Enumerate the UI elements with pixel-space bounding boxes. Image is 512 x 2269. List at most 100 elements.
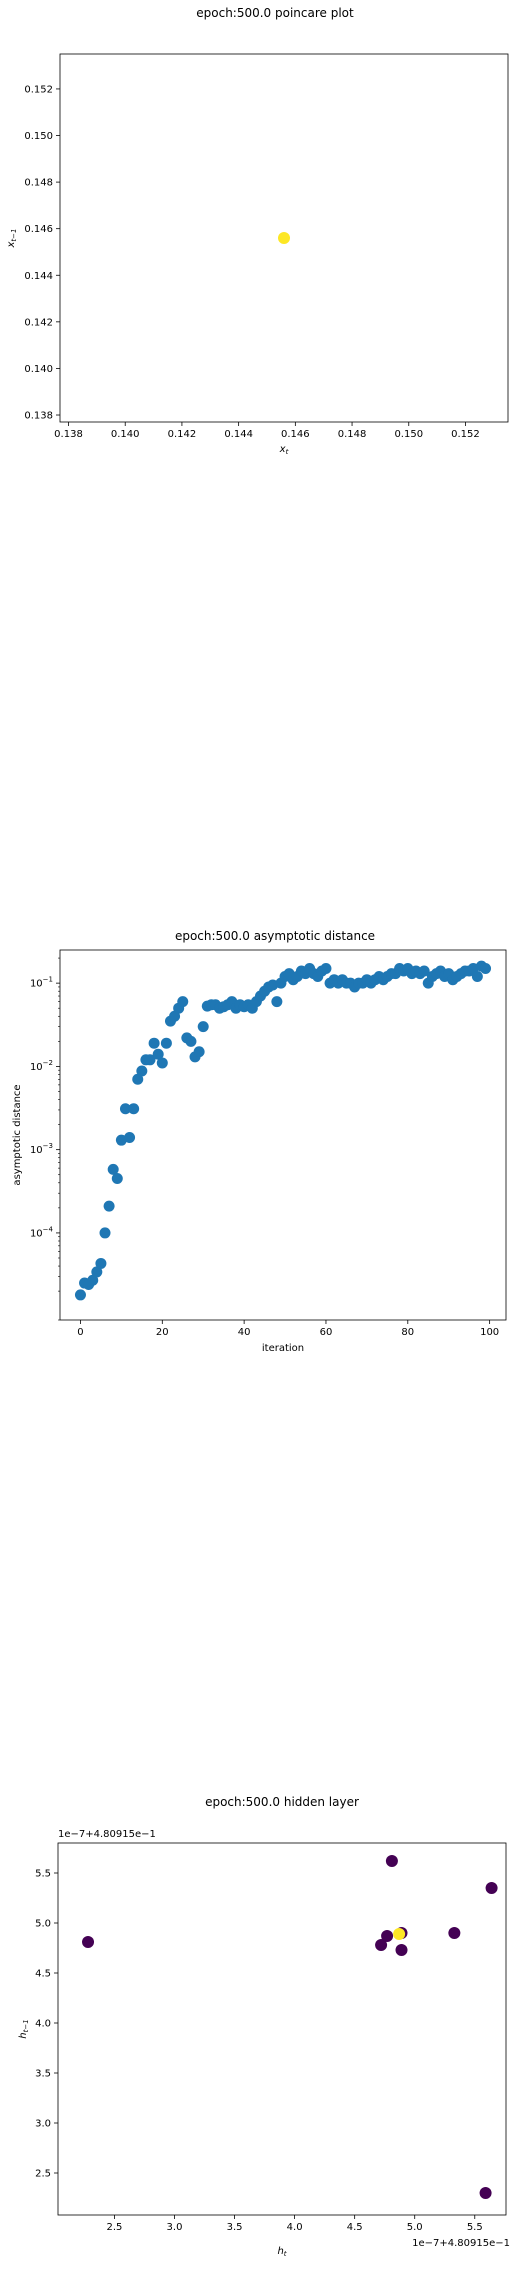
x-axis-label: iteration bbox=[262, 1343, 304, 1354]
y-tick-label: 0.142 bbox=[24, 317, 53, 328]
asymptotic-distance-chart: epoch:500.0 asymptotic distance 0 20 40 60 8… bbox=[12, 929, 507, 1354]
data-point bbox=[107, 1163, 119, 1175]
y-tick-label: 10−3 bbox=[30, 1142, 53, 1156]
x-tick-label: 60 bbox=[320, 1327, 333, 1338]
data-point bbox=[267, 979, 279, 991]
poincare-plot-chart: epoch:500.0 poincare plot 0.138 0.140 0.14… bbox=[6, 6, 509, 456]
data-point bbox=[385, 1855, 398, 1867]
x-tick-label: 4.0 bbox=[287, 2222, 303, 2233]
y-axis-label: xt−1 bbox=[6, 229, 18, 249]
x-tick-label: 5.0 bbox=[407, 2222, 423, 2233]
data-point bbox=[471, 971, 483, 983]
data-point bbox=[152, 1048, 164, 1060]
y-offset-text: 1e−7+4.80915e−1 bbox=[58, 1829, 156, 1840]
data-point bbox=[177, 996, 189, 1008]
marks-layer bbox=[74, 960, 492, 1301]
data-point bbox=[99, 1227, 111, 1239]
x-tick-label: 2.5 bbox=[106, 2222, 122, 2233]
y-tick-label: 10−2 bbox=[30, 1059, 53, 1073]
x-axis-label: ht bbox=[277, 2246, 286, 2258]
data-point bbox=[485, 1882, 498, 1894]
y-tick-label: 0.152 bbox=[24, 84, 53, 95]
chart-title: epoch:500.0 asymptotic distance bbox=[175, 929, 375, 943]
data-point bbox=[87, 1274, 99, 1286]
data-point bbox=[393, 1928, 406, 1940]
data-point bbox=[375, 1939, 388, 1951]
plot-frame bbox=[59, 53, 509, 423]
x-tick-label: 0.140 bbox=[111, 429, 140, 440]
y-tick-label: 4.5 bbox=[35, 1969, 51, 1980]
y-tick-label: 10−4 bbox=[30, 1225, 54, 1239]
x-axis-label: xt bbox=[279, 444, 289, 456]
data-point bbox=[197, 1021, 209, 1033]
x-tick-label: 0.150 bbox=[394, 429, 423, 440]
data-point bbox=[119, 1103, 131, 1115]
x-tick-label: 3.5 bbox=[227, 2222, 243, 2233]
y-tick-label: 2.5 bbox=[35, 2169, 51, 2180]
data-point bbox=[160, 1037, 172, 1049]
x-tick-label: 0.148 bbox=[338, 429, 367, 440]
data-point bbox=[480, 962, 492, 974]
chart-title: epoch:500.0 poincare plot bbox=[196, 6, 354, 20]
data-point bbox=[448, 1927, 461, 1939]
data-point bbox=[479, 2187, 492, 2199]
x-tick-label: 100 bbox=[480, 1327, 499, 1338]
data-point bbox=[128, 1103, 140, 1115]
x-tick-label: 0.146 bbox=[281, 429, 310, 440]
x-tick-label: 3.0 bbox=[167, 2222, 183, 2233]
ticks-layer: 0.138 0.140 0.142 0.144 0.146 0.148 0.150 0.152… bbox=[24, 84, 479, 440]
data-point bbox=[395, 1944, 408, 1956]
x-tick-label: 5.5 bbox=[467, 2222, 483, 2233]
y-tick-label: 0.140 bbox=[24, 364, 53, 375]
x-tick-label: 0.142 bbox=[168, 429, 197, 440]
x-tick-label: 0 bbox=[77, 1327, 83, 1338]
data-point bbox=[103, 1200, 115, 1212]
y-tick-label: 4.0 bbox=[35, 2019, 51, 2030]
data-point bbox=[185, 1035, 197, 1047]
marks-layer bbox=[82, 1855, 498, 2199]
y-tick-label: 5.5 bbox=[35, 1869, 51, 1880]
ticks-layer: 0 20 40 60 80 100 10−4 10−3 10−2 10−1 bbox=[30, 957, 499, 1338]
data-point bbox=[418, 965, 430, 977]
plot-frame bbox=[59, 949, 507, 1321]
data-point bbox=[91, 1266, 103, 1278]
x-tick-label: 0.152 bbox=[451, 429, 480, 440]
y-tick-label: 3.0 bbox=[35, 2119, 51, 2130]
ticks-layer: 2.5 3.0 3.5 4.0 4.5 5.0 5.5 2.5 3.0 3.5 4.0 4.5 5.0 5… bbox=[35, 1869, 483, 2234]
data-point bbox=[124, 1131, 136, 1143]
x-tick-label: 4.5 bbox=[347, 2222, 363, 2233]
data-point bbox=[82, 1936, 95, 1948]
data-point bbox=[271, 996, 283, 1008]
x-offset-text: 1e−7+4.80915e−1 bbox=[412, 2238, 510, 2249]
data-point bbox=[111, 1173, 123, 1185]
plot-frame bbox=[57, 1842, 507, 2216]
data-point bbox=[132, 1073, 144, 1085]
y-tick-label: 5.0 bbox=[35, 1919, 51, 1930]
data-point bbox=[156, 1057, 168, 1069]
y-tick-label: 3.5 bbox=[35, 2069, 51, 2080]
chart-title: epoch:500.0 hidden layer bbox=[205, 1795, 359, 1809]
data-point bbox=[144, 1054, 156, 1066]
y-tick-label: 0.138 bbox=[24, 411, 53, 422]
x-tick-label: 0.138 bbox=[54, 429, 83, 440]
data-point bbox=[278, 232, 290, 244]
y-tick-label: 0.144 bbox=[24, 271, 53, 282]
x-tick-label: 0.144 bbox=[224, 429, 253, 440]
data-point bbox=[148, 1037, 160, 1049]
data-point bbox=[193, 1046, 205, 1058]
data-point bbox=[74, 1289, 86, 1301]
y-axis-label: asymptotic distance bbox=[12, 1084, 23, 1185]
x-tick-label: 80 bbox=[401, 1327, 414, 1338]
data-point bbox=[95, 1257, 107, 1269]
y-tick-label: 10−1 bbox=[30, 976, 53, 990]
hidden-layer-chart: epoch:500.0 hidden layer 1e−7+4.80915e−1… bbox=[18, 1795, 510, 2258]
marks-layer bbox=[278, 232, 290, 244]
data-point bbox=[136, 1065, 148, 1077]
data-point bbox=[320, 962, 332, 974]
x-tick-label: 20 bbox=[156, 1327, 169, 1338]
y-tick-label: 0.150 bbox=[24, 131, 53, 142]
y-axis-label: ht−1 bbox=[18, 2019, 30, 2038]
x-tick-label: 40 bbox=[238, 1327, 251, 1338]
y-tick-label: 0.148 bbox=[24, 178, 53, 189]
y-tick-label: 0.146 bbox=[24, 224, 53, 235]
